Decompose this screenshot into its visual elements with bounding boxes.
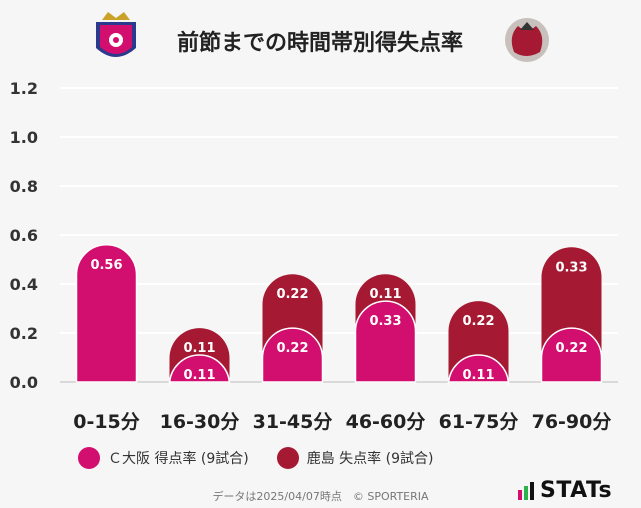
y-tick-label: 0.4 bbox=[10, 275, 38, 294]
bar-home-5 bbox=[540, 327, 603, 383]
data-label-home-5: 0.22 bbox=[555, 341, 587, 356]
category-label-4: 61-75分 bbox=[439, 411, 519, 433]
data-label-home-4: 0.11 bbox=[462, 368, 494, 383]
y-tick-label: 0.2 bbox=[10, 324, 38, 343]
legend-label-away: 鹿島 失点率 (9試合) bbox=[306, 451, 434, 467]
y-tick-label: 1.2 bbox=[10, 79, 38, 98]
bar-home-0 bbox=[75, 244, 138, 383]
category-label-5: 76-90分 bbox=[532, 411, 612, 433]
category-label-2: 31-45分 bbox=[253, 411, 333, 433]
chart: 前節までの時間帯別得失点率 0.0 0.2 0.4 0.6 0.8 1.0 1.2 0.56… bbox=[10, 12, 618, 433]
category-label-3: 46-60分 bbox=[346, 411, 426, 433]
away-crest-icon bbox=[505, 18, 549, 62]
data-label-home-2: 0.22 bbox=[276, 341, 308, 356]
y-tick-label: 1.0 bbox=[10, 128, 38, 147]
stats-logo: STATs bbox=[518, 478, 612, 503]
data-label-home-0: 0.56 bbox=[90, 258, 122, 273]
y-tick-label: 0.8 bbox=[10, 177, 38, 196]
y-tick-label: 0.6 bbox=[10, 226, 38, 245]
stats-bars-icon bbox=[518, 481, 534, 500]
data-label-away-5: 0.33 bbox=[555, 260, 587, 275]
category-label-1: 16-30分 bbox=[160, 411, 240, 433]
y-tick-label: 0.0 bbox=[10, 373, 38, 392]
chart-title: 前節までの時間帯別得失点率 bbox=[177, 30, 463, 56]
data-label-away-3: 0.11 bbox=[369, 287, 401, 302]
bar-home-3 bbox=[354, 300, 417, 383]
stats-brand-text: STATs bbox=[540, 478, 613, 503]
legend-swatch-home bbox=[78, 447, 100, 469]
footer-note: データは2025/04/07時点 © SPORTERIA bbox=[212, 490, 429, 503]
data-label-home-3: 0.33 bbox=[369, 314, 401, 329]
legend-item-away: 鹿島 失点率 (9試合) bbox=[276, 447, 434, 469]
legend-item-home: Ｃ大阪 得点率 (9試合) bbox=[78, 447, 249, 469]
data-label-away-4: 0.22 bbox=[462, 314, 494, 329]
bar-home-4 bbox=[447, 354, 510, 386]
bar-home-1 bbox=[168, 354, 231, 386]
category-label-0: 0-15分 bbox=[73, 411, 140, 433]
bar-home-2 bbox=[261, 327, 324, 383]
data-label-away-1: 0.11 bbox=[183, 341, 215, 356]
data-label-away-2: 0.22 bbox=[276, 287, 308, 302]
legend-label-home: Ｃ大阪 得点率 (9試合) bbox=[108, 451, 249, 467]
data-label-home-1: 0.11 bbox=[183, 368, 215, 383]
home-crest-icon bbox=[96, 12, 136, 57]
legend-swatch-away bbox=[276, 447, 299, 469]
legend: Ｃ大阪 得点率 (9試合) 鹿島 失点率 (9試合) bbox=[78, 447, 433, 469]
